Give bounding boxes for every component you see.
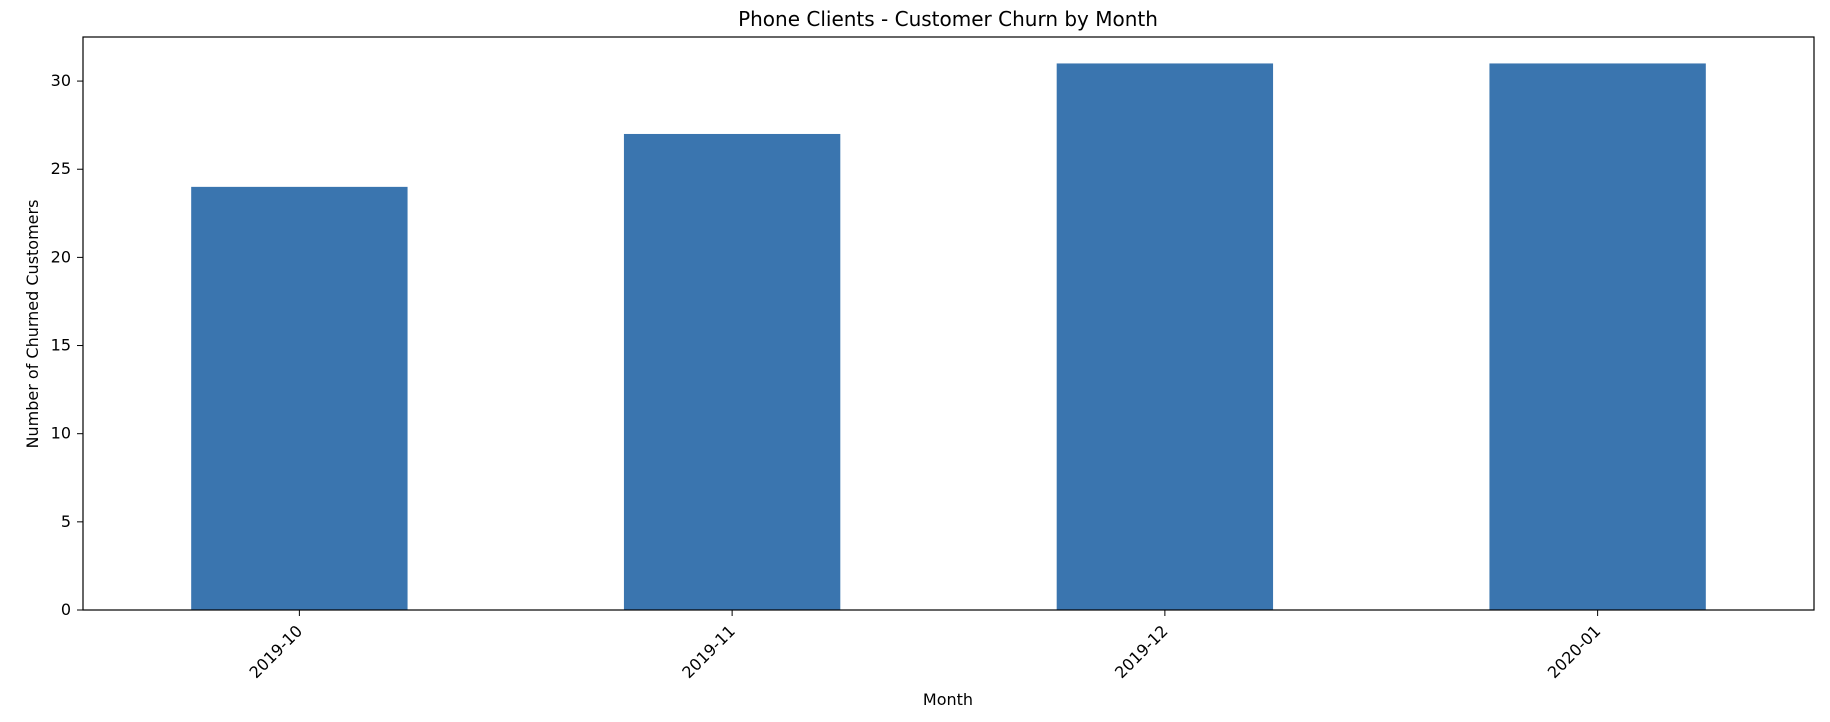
x-tick-label: 2019-11	[678, 621, 739, 682]
bar-2019-11	[623, 133, 841, 610]
bars	[191, 63, 1706, 610]
x-tick-label: 2019-10	[245, 621, 306, 682]
bar-2020-01	[1489, 63, 1706, 610]
x-tick-label: 2019-12	[1111, 621, 1172, 682]
y-tick-label: 20	[51, 247, 71, 266]
y-tick-label: 5	[61, 512, 71, 531]
y-tick-label: 30	[51, 71, 71, 90]
bar-2019-12	[1056, 63, 1274, 610]
bar-2019-10	[191, 186, 408, 610]
y-tick-label: 0	[61, 600, 71, 619]
y-tick-label: 10	[51, 424, 71, 443]
x-axis-ticks: 2019-10 2019-11 2019-12 2020-01	[245, 610, 1604, 682]
y-axis-label: Number of Churned Customers	[23, 200, 42, 449]
x-axis-label: Month	[923, 690, 973, 709]
chart-title: Phone Clients - Customer Churn by Month	[738, 7, 1158, 31]
y-axis-ticks: 0 5 10 15 20 25 30	[51, 71, 83, 619]
plot-frame	[82, 36, 1815, 611]
y-tick-label: 15	[51, 336, 71, 355]
x-tick-label: 2020-01	[1544, 621, 1605, 682]
y-tick-label: 25	[51, 159, 71, 178]
